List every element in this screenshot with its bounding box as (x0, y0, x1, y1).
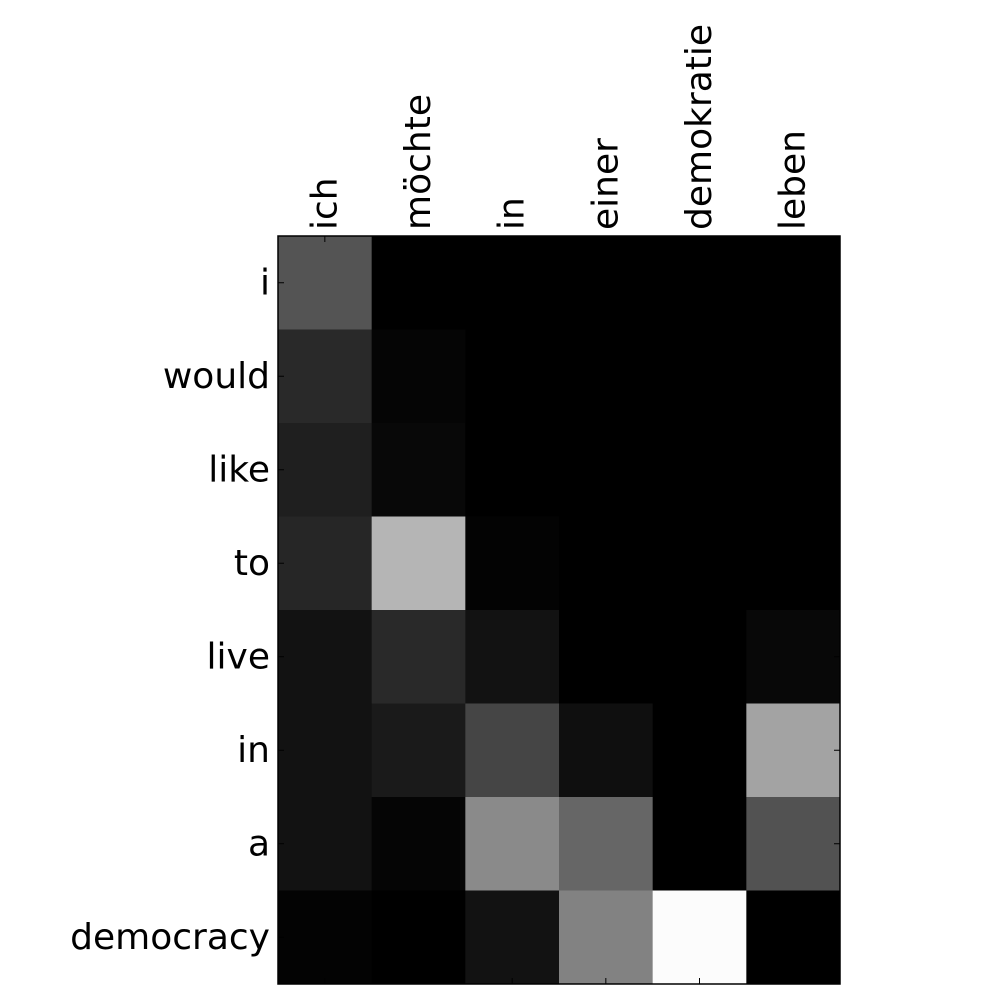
heatmap-cell-2-0 (278, 423, 373, 517)
axis-ticks (278, 236, 840, 984)
heatmap-cell-0-2 (465, 236, 560, 330)
y-tick-label-5: in (237, 730, 270, 771)
y-tick-labels: i would like to live in a democracy (70, 262, 270, 958)
heatmap-cell-0-4 (652, 236, 747, 330)
heatmap-cell-2-5 (746, 423, 841, 517)
heatmap-cell-6-0 (278, 797, 373, 891)
heatmap-cell-2-2 (465, 423, 560, 517)
heatmap-cell-7-4 (652, 890, 747, 985)
x-tick-label-0: ich (304, 177, 345, 230)
heatmap-cell-7-2 (465, 890, 560, 985)
heatmap-cell-1-0 (278, 329, 373, 424)
heatmap-cell-7-0 (278, 890, 373, 985)
y-tick-label-3: to (234, 543, 270, 584)
heatmap-cell-1-3 (559, 329, 654, 424)
heatmap-cell-5-1 (371, 703, 466, 798)
y-tick-label-1: would (163, 356, 270, 397)
x-tick-labels: ich möchte in einer demokratie leben (304, 24, 813, 230)
heatmap-cell-3-5 (746, 516, 841, 611)
heatmap-cell-0-0 (278, 236, 373, 330)
heatmap-cell-4-1 (371, 610, 466, 704)
x-tick-label-2: in (492, 197, 533, 230)
heatmap-cell-3-1 (371, 516, 466, 611)
heatmap-cell-3-0 (278, 516, 373, 611)
heatmap-cell-7-5 (746, 890, 841, 985)
y-tick-label-0: i (260, 262, 270, 303)
heatmap-cell-6-5 (746, 797, 841, 891)
heatmap-cell-2-1 (371, 423, 466, 517)
heatmap-cell-3-3 (559, 516, 654, 611)
x-tick-label-5: leben (773, 130, 814, 230)
heatmap-cells (278, 236, 841, 985)
heatmap-cell-5-5 (746, 703, 841, 798)
heatmap-cell-4-0 (278, 610, 373, 704)
heatmap-cell-5-2 (465, 703, 560, 798)
heatmap-cell-5-3 (559, 703, 654, 798)
y-tick-label-2: like (208, 449, 270, 490)
heatmap-cell-1-5 (746, 329, 841, 424)
y-tick-label-4: live (207, 636, 270, 677)
x-tick-label-1: möchte (398, 94, 439, 230)
x-tick-label-3: einer (585, 138, 626, 230)
x-tick-label-4: demokratie (679, 24, 720, 230)
heatmap-cell-0-3 (559, 236, 654, 330)
heatmap-cell-6-4 (652, 797, 747, 891)
heatmap-cell-1-4 (652, 329, 747, 424)
heatmap-cell-7-1 (371, 890, 466, 985)
plot-frame (277, 235, 841, 985)
heatmap-cell-5-4 (652, 703, 747, 798)
heatmap-cell-2-3 (559, 423, 654, 517)
heatmap-cell-0-1 (371, 236, 466, 330)
heatmap-cell-6-1 (371, 797, 466, 891)
heatmap-cell-6-3 (559, 797, 654, 891)
heatmap-cell-3-2 (465, 516, 560, 611)
heatmap-cell-1-1 (371, 329, 466, 424)
heatmap-cell-4-3 (559, 610, 654, 704)
heatmap-cell-5-0 (278, 703, 373, 798)
heatmap-cell-0-5 (746, 236, 841, 330)
heatmap-cell-4-2 (465, 610, 560, 704)
heatmap-cell-1-2 (465, 329, 560, 424)
heatmap-cell-3-4 (652, 516, 747, 611)
heatmap-cell-4-4 (652, 610, 747, 704)
y-tick-label-7: democracy (70, 917, 270, 958)
heatmap-cell-4-5 (746, 610, 841, 704)
y-tick-label-6: a (248, 823, 270, 864)
heatmap-cell-7-3 (559, 890, 654, 985)
heatmap-cell-6-2 (465, 797, 560, 891)
heatmap-cell-2-4 (652, 423, 747, 517)
